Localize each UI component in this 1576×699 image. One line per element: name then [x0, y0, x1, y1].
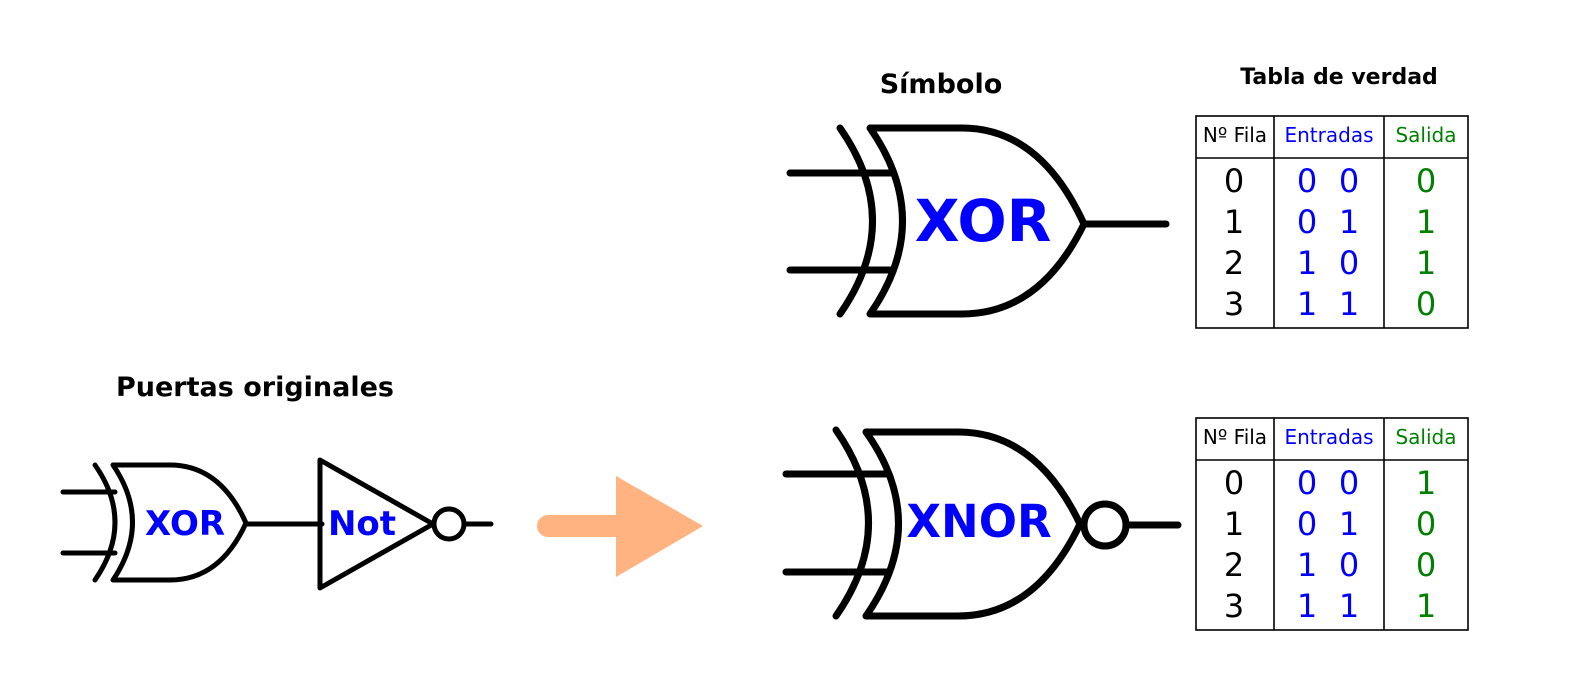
xnor-cell-a: 1: [1297, 546, 1317, 584]
xor-cell-n: 3: [1224, 285, 1244, 323]
xor-cell-out: 1: [1416, 244, 1436, 282]
xnor-cell-out: 1: [1416, 587, 1436, 625]
original-gates-title: Puertas originales: [116, 372, 394, 403]
xor-cell-b: 1: [1339, 203, 1359, 241]
not-label: Not: [328, 504, 396, 544]
xor-cell-out: 0: [1416, 162, 1436, 200]
xnor-table-rows: 0 0 0 11 0 1 02 1 0 03 1 1 1: [1224, 464, 1436, 625]
xnor-cell-out: 0: [1416, 505, 1436, 543]
small-xor-gate: XOR: [60, 462, 249, 583]
xor-cell-a: 1: [1297, 244, 1317, 282]
xor-cell-n: 0: [1224, 162, 1244, 200]
xor-header-row: Nº Fila: [1203, 123, 1267, 147]
xnor-symbol-label: XNOR: [906, 495, 1051, 548]
small-xor-label: XOR: [145, 504, 225, 544]
xor-cell-a: 0: [1297, 203, 1317, 241]
xor-cell-a: 1: [1297, 285, 1317, 323]
not-gate: Not: [317, 457, 494, 591]
xor-cell-out: 1: [1416, 203, 1436, 241]
xnor-cell-b: 1: [1339, 587, 1359, 625]
symbol-title: Símbolo: [880, 69, 1003, 100]
xor-cell-b: 0: [1339, 162, 1359, 200]
transform-arrow: [537, 476, 703, 577]
xnor-cell-b: 0: [1339, 464, 1359, 502]
xnor-gate-symbol: XNOR: [782, 426, 1182, 620]
xor-cell-a: 0: [1297, 162, 1317, 200]
xnor-cell-b: 1: [1339, 505, 1359, 543]
truth-table-title: Tabla de verdad: [1240, 65, 1438, 90]
xor-cell-n: 1: [1224, 203, 1244, 241]
xor-cell-n: 2: [1224, 244, 1244, 282]
xor-symbol-label: XOR: [915, 187, 1052, 255]
xnor-cell-n: 1: [1224, 505, 1244, 543]
xnor-cell-a: 1: [1297, 587, 1317, 625]
xor-cell-out: 0: [1416, 285, 1436, 323]
xnor-cell-a: 0: [1297, 464, 1317, 502]
xor-gate-symbol: XOR: [786, 124, 1170, 318]
xnor-truth-table: Nº Fila Entradas Salida 0 0 0 11 0 1 02 1 0 03 1 1 1: [1195, 417, 1469, 631]
xor-truth-table: Nº Fila Entradas Salida 0 0 0 01 0 1 12 1 0 13 1 1 0: [1195, 115, 1469, 329]
xor-table-rows: 0 0 0 01 0 1 12 1 0 13 1 1 0: [1224, 162, 1436, 323]
xnor-cell-n: 3: [1224, 587, 1244, 625]
xnor-cell-a: 0: [1297, 505, 1317, 543]
xnor-cell-b: 0: [1339, 546, 1359, 584]
xnor-header-inputs: Entradas: [1284, 425, 1373, 449]
xnor-cell-n: 0: [1224, 464, 1244, 502]
xnor-cell-n: 2: [1224, 546, 1244, 584]
xor-header-inputs: Entradas: [1284, 123, 1373, 147]
xnor-header-row: Nº Fila: [1203, 425, 1267, 449]
xor-cell-b: 0: [1339, 244, 1359, 282]
xor-cell-b: 1: [1339, 285, 1359, 323]
xnor-cell-out: 0: [1416, 546, 1436, 584]
xnor-cell-out: 1: [1416, 464, 1436, 502]
xor-header-output: Salida: [1395, 123, 1456, 147]
xnor-header-output: Salida: [1395, 425, 1456, 449]
